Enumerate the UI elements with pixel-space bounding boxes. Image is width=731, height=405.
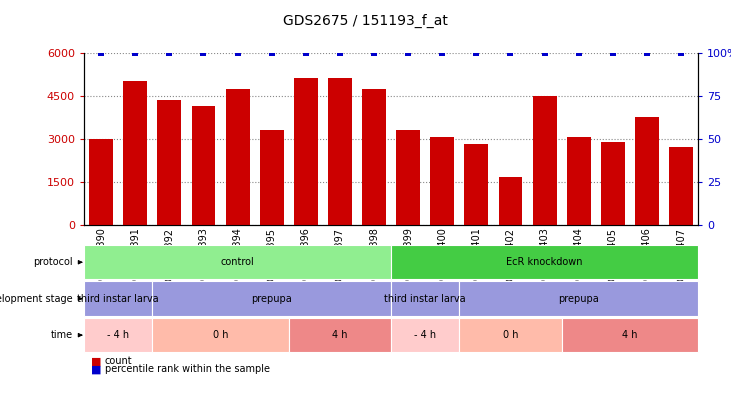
Point	[436, 49, 448, 56]
Text: 4 h: 4 h	[622, 330, 637, 340]
Bar	[328, 79, 352, 225]
Point	[539, 49, 550, 56]
Point	[402, 49, 414, 56]
Bar	[499, 177, 523, 225]
Bar	[533, 96, 556, 225]
Text: 0 h: 0 h	[503, 330, 518, 340]
Bar	[669, 147, 693, 225]
Bar	[157, 100, 181, 225]
Text: prepupa: prepupa	[558, 294, 599, 304]
Bar	[431, 137, 454, 225]
Bar	[464, 145, 488, 225]
Text: GDS2675 / 151193_f_at: GDS2675 / 151193_f_at	[283, 14, 448, 28]
Point	[129, 49, 141, 56]
Text: control: control	[221, 257, 254, 267]
Text: prepupa: prepupa	[251, 294, 292, 304]
Bar	[601, 142, 625, 225]
Text: ■: ■	[91, 364, 102, 374]
Text: count: count	[105, 356, 132, 366]
Text: protocol: protocol	[34, 257, 73, 267]
Bar	[396, 130, 420, 225]
Bar	[294, 79, 318, 225]
Bar	[226, 89, 249, 225]
Bar	[260, 130, 284, 225]
Point	[573, 49, 585, 56]
Point	[504, 49, 516, 56]
Bar	[567, 137, 591, 225]
Point	[334, 49, 346, 56]
Text: third instar larva: third instar larva	[77, 294, 159, 304]
Bar	[192, 106, 216, 225]
Point	[368, 49, 380, 56]
Text: 4 h: 4 h	[332, 330, 348, 340]
Bar	[635, 117, 659, 225]
Text: 0 h: 0 h	[213, 330, 228, 340]
Point	[471, 49, 482, 56]
Text: ■: ■	[91, 356, 102, 366]
Point	[300, 49, 311, 56]
Point	[232, 49, 243, 56]
Bar	[89, 139, 113, 225]
Text: development stage: development stage	[0, 294, 73, 304]
Text: percentile rank within the sample: percentile rank within the sample	[105, 364, 270, 374]
Point	[95, 49, 107, 56]
Point	[641, 49, 653, 56]
Point	[266, 49, 278, 56]
Bar	[362, 89, 386, 225]
Point	[164, 49, 175, 56]
Point	[197, 49, 209, 56]
Text: time: time	[51, 330, 73, 340]
Text: - 4 h: - 4 h	[414, 330, 436, 340]
Point	[675, 49, 687, 56]
Point	[607, 49, 618, 56]
Text: EcR knockdown: EcR knockdown	[507, 257, 583, 267]
Text: - 4 h: - 4 h	[107, 330, 129, 340]
Bar	[124, 81, 147, 225]
Text: third instar larva: third instar larva	[385, 294, 466, 304]
